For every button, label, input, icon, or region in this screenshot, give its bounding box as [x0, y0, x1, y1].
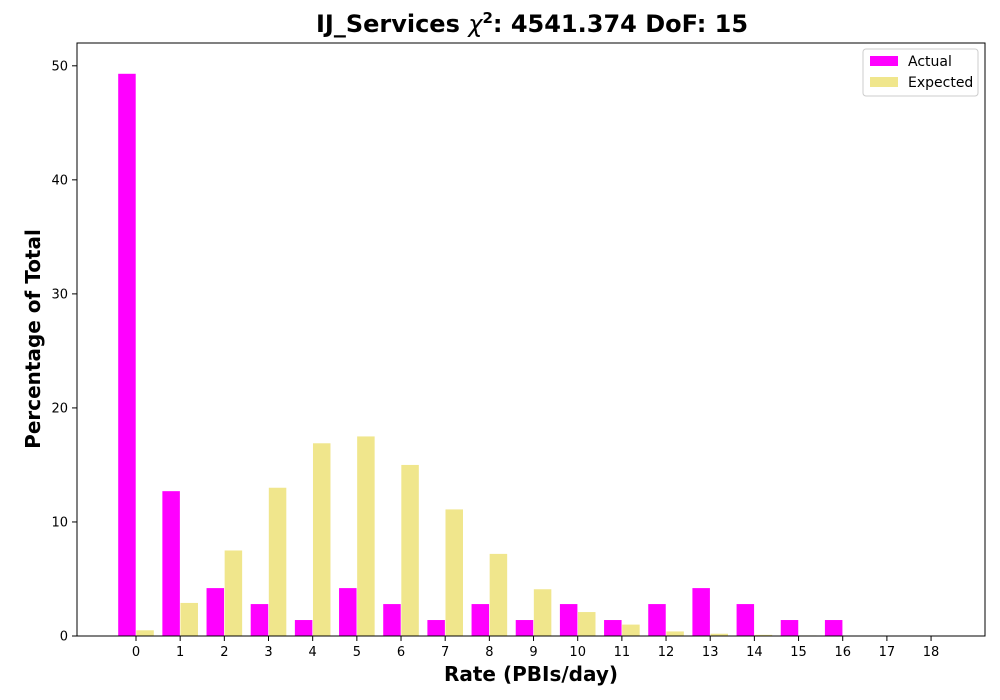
y-axis-ticks: 0 10 20 30 40 50 — [51, 59, 77, 645]
bar-actual-2 — [206, 588, 225, 636]
bar-expected-0 — [136, 630, 154, 636]
bar-actual-15 — [780, 620, 799, 636]
bars-group — [118, 73, 905, 637]
chart-title: IJ_Services χ2: 4541.374 DoF: 15 — [316, 9, 748, 38]
x-tick-label: 10 — [569, 645, 586, 660]
y-tick-label: 0 — [60, 630, 68, 645]
bar-expected-5 — [357, 436, 375, 636]
bar-expected-14 — [754, 634, 773, 636]
bar-expected-4 — [312, 443, 331, 636]
bar-actual-0 — [118, 73, 136, 637]
bar-expected-10 — [578, 612, 596, 636]
x-tick-label: 4 — [309, 645, 317, 660]
x-tick-label: 5 — [353, 645, 361, 660]
bar-expected-12 — [666, 631, 684, 636]
y-axis-label: Percentage of Total — [21, 229, 45, 449]
bar-actual-5 — [339, 588, 357, 636]
legend-swatch-expected — [870, 77, 898, 87]
x-tick-label: 13 — [702, 645, 719, 660]
x-tick-label: 9 — [529, 645, 537, 660]
x-tick-label: 1 — [176, 645, 184, 660]
bar-actual-11 — [604, 620, 622, 636]
bar-expected-9 — [533, 589, 552, 636]
legend: Actual Expected — [862, 48, 979, 97]
bar-actual-1 — [162, 491, 180, 636]
bar-actual-13 — [692, 588, 710, 636]
x-tick-label: 17 — [879, 645, 896, 660]
bar-expected-13 — [710, 633, 729, 636]
x-tick-label: 2 — [220, 645, 228, 660]
y-tick-label: 20 — [51, 401, 68, 416]
x-tick-label: 7 — [441, 645, 449, 660]
x-tick-label: 18 — [923, 645, 940, 660]
plot-frame — [76, 42, 986, 637]
bar-actual-7 — [427, 620, 445, 636]
bar-actual-16 — [824, 620, 843, 636]
bar-actual-12 — [648, 604, 666, 636]
bar-expected-1 — [180, 602, 198, 636]
bar-actual-3 — [250, 604, 269, 636]
bar-expected-6 — [401, 464, 419, 636]
y-tick-label: 10 — [51, 515, 68, 530]
bar-actual-10 — [559, 604, 578, 636]
bar-expected-8 — [489, 553, 508, 636]
bar-expected-3 — [268, 487, 287, 636]
x-axis-ticks: 0 1 2 3 4 5 6 7 8 9 10 11 12 13 14 15 16 17 18 — [132, 636, 939, 660]
y-tick-label: 30 — [51, 287, 68, 302]
bar-expected-2 — [224, 550, 243, 636]
bar-actual-8 — [471, 604, 490, 636]
x-tick-label: 3 — [264, 645, 272, 660]
bar-actual-4 — [294, 620, 313, 636]
legend-label-actual: Actual — [908, 54, 952, 70]
x-tick-label: 6 — [397, 645, 405, 660]
y-tick-label: 50 — [51, 59, 68, 74]
x-axis-label: Rate (PBIs/day) — [444, 662, 618, 686]
bar-actual-14 — [736, 604, 755, 636]
bar-expected-11 — [622, 624, 640, 636]
bar-actual-9 — [515, 620, 534, 636]
x-tick-label: 0 — [132, 645, 140, 660]
bar-actual-6 — [383, 604, 401, 636]
x-tick-label: 11 — [614, 645, 631, 660]
y-tick-label: 40 — [51, 173, 68, 188]
x-tick-label: 16 — [834, 645, 851, 660]
bar-expected-7 — [445, 509, 463, 636]
x-tick-label: 14 — [746, 645, 763, 660]
legend-swatch-actual — [870, 56, 898, 66]
legend-label-expected: Expected — [908, 75, 973, 91]
x-tick-label: 15 — [790, 645, 807, 660]
x-tick-label: 8 — [485, 645, 493, 660]
x-tick-label: 12 — [658, 645, 675, 660]
